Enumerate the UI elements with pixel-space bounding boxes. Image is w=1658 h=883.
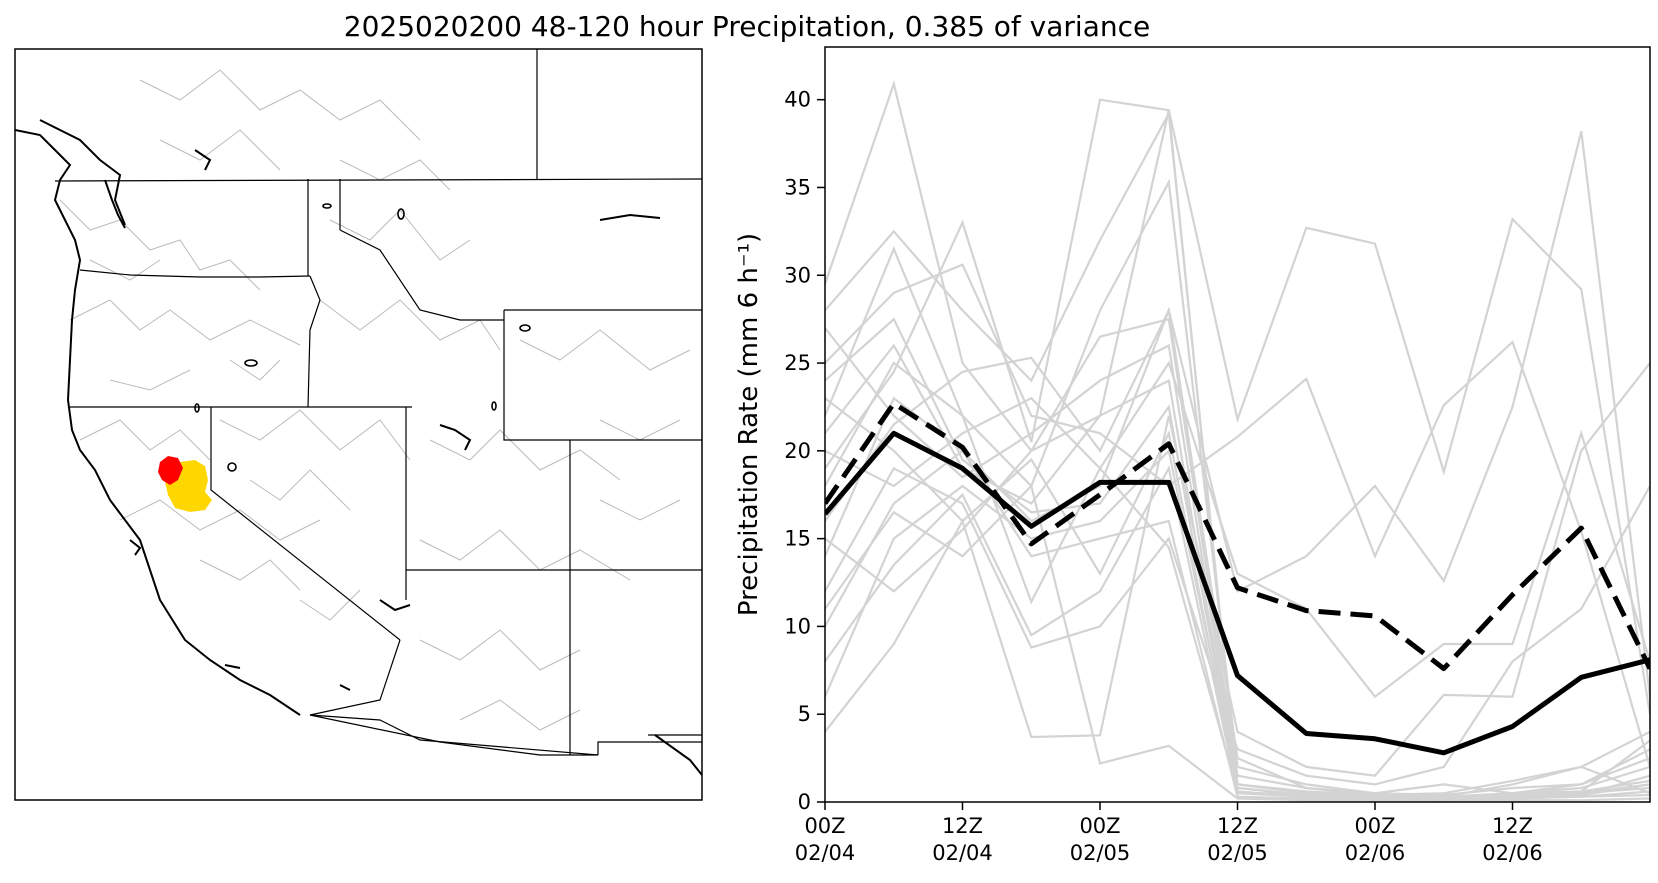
member-line-10 [825, 448, 1650, 795]
x-tick-label-time: 00Z [1354, 814, 1395, 838]
y-tick-label: 30 [784, 263, 811, 287]
member-line-4 [825, 98, 1650, 715]
y-tick-label: 10 [784, 614, 811, 638]
y-axis-label: Precipitation Rate (mm 6 h⁻¹) [734, 233, 764, 616]
member-line-17 [825, 483, 1650, 802]
member-line-19 [825, 317, 1650, 797]
member-line-18 [825, 396, 1650, 800]
line-chart-panel: 0 5 10 15 20 25 30 35 40 00Z 02/04 12Z 02/04 00Z 02/0… [734, 46, 1651, 865]
y-tick-label: 25 [784, 351, 811, 375]
x-tick-label-date: 02/04 [932, 841, 993, 865]
member-line-15 [825, 327, 1650, 798]
highlight-red-region [158, 456, 183, 485]
x-tick-label-date: 02/06 [1482, 841, 1543, 865]
dashed-mean-line [825, 400, 1650, 672]
x-tick-label-date: 02/06 [1345, 841, 1406, 865]
map-panel [14, 48, 703, 801]
x-tick-label-time: 12Z [1217, 814, 1258, 838]
y-tick-label: 5 [798, 702, 811, 726]
x-tick-label-date: 02/05 [1207, 841, 1268, 865]
member-line-9 [825, 466, 1650, 786]
member-line-12 [825, 306, 1650, 797]
member-line-5 [825, 131, 1650, 697]
lakes [194, 203, 531, 472]
y-tick-label: 40 [784, 88, 811, 112]
x-tick-label-time: 00Z [804, 814, 845, 838]
member-line-20 [825, 317, 1650, 800]
mean-series [825, 400, 1650, 756]
x-tick-label-time: 12Z [1492, 814, 1533, 838]
ensemble-members [825, 80, 1650, 802]
x-tick-label-date: 02/04 [795, 841, 856, 865]
y-tick-label: 35 [784, 175, 811, 199]
chart-title: 2025020200 48-120 hour Precipitation, 0.… [344, 10, 1150, 43]
x-tick-label-time: 12Z [942, 814, 983, 838]
plot-frame [824, 46, 1651, 803]
x-axis-ticks: 00Z 02/04 12Z 02/04 00Z 02/05 12Z 02/05 00Z 02/06… [795, 802, 1543, 865]
member-line-6 [825, 263, 1650, 768]
member-line-2 [825, 110, 1650, 800]
member-line-8 [825, 360, 1650, 699]
solid-mean-line [825, 430, 1650, 756]
y-tick-label: 20 [784, 439, 811, 463]
member-line-3 [825, 178, 1650, 798]
x-tick-label-date: 02/05 [1070, 841, 1131, 865]
y-tick-label: 0 [798, 790, 811, 814]
coastline [15, 119, 702, 776]
state-borders [54, 49, 702, 756]
x-tick-label-time: 00Z [1079, 814, 1120, 838]
basin-boundaries [59, 69, 691, 731]
y-tick-label: 15 [784, 527, 811, 551]
y-axis-ticks: 0 5 10 15 20 25 30 35 40 [784, 88, 825, 814]
